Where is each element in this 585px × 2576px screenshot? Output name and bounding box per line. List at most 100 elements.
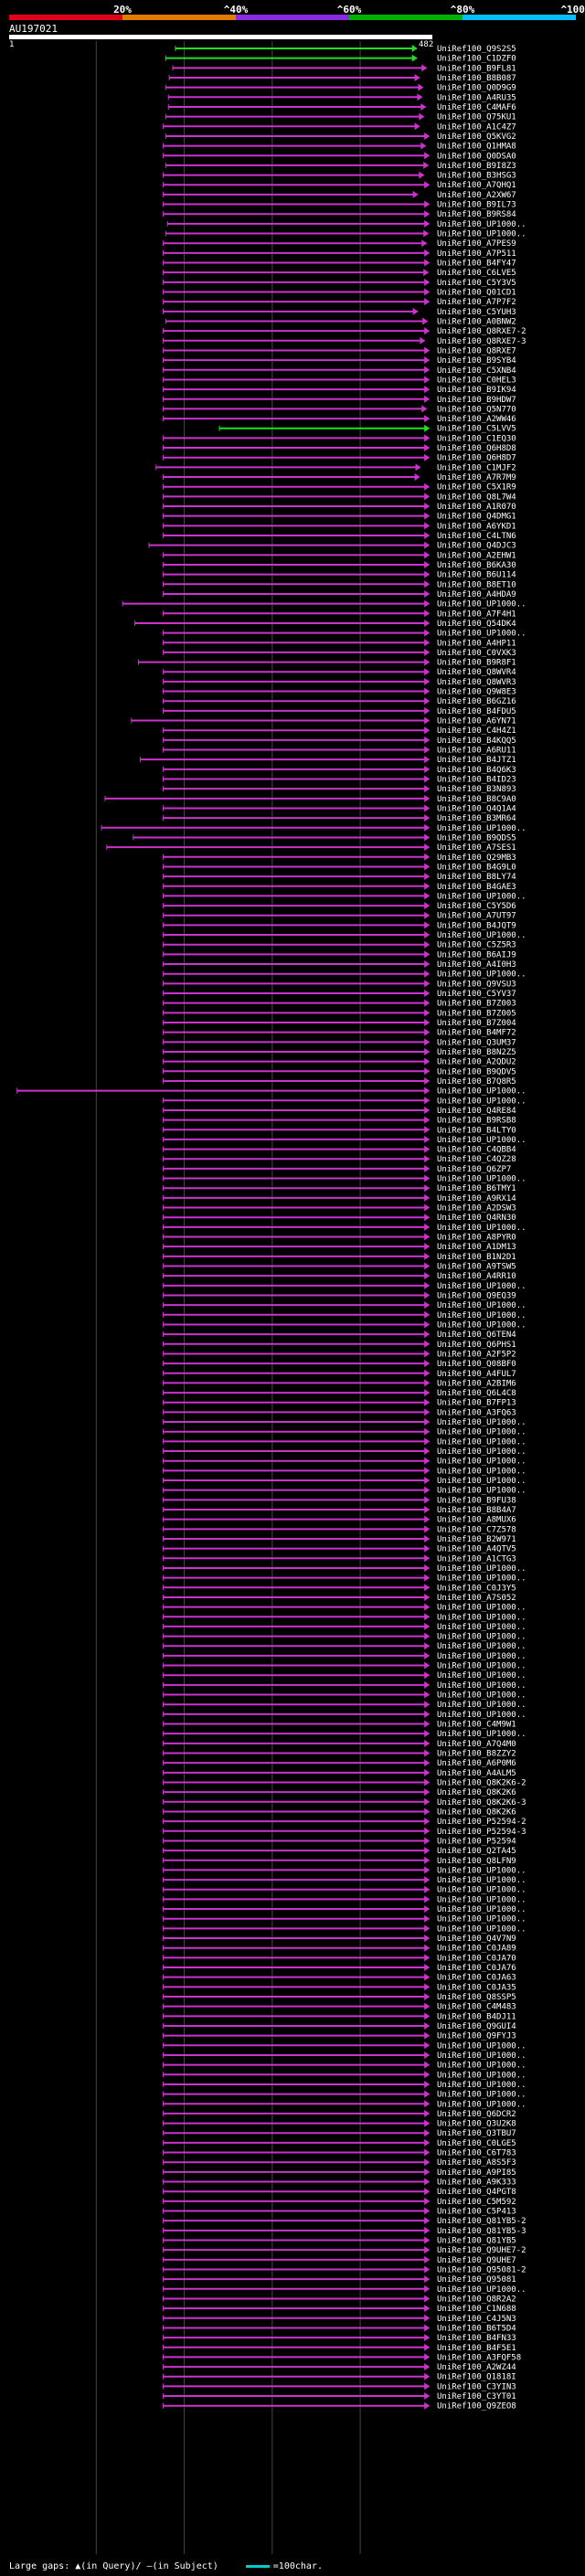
hit-row[interactable]: UniRef100_Q4PGT8 [162,2188,516,2197]
hit-row[interactable]: UniRef100_Q4DJC3 [148,541,516,551]
hit-label[interactable]: UniRef100_Q5N770 [437,405,516,414]
hit-label[interactable]: UniRef100_C4LTN6 [437,532,516,541]
hit-row[interactable]: UniRef100_B4F5E1 [162,2343,516,2353]
hit-row[interactable]: UniRef100_Q4DMG1 [162,512,516,522]
hit-label[interactable]: UniRef100_UP1000.. [437,230,526,239]
hit-label[interactable]: UniRef100_C5YUH3 [437,308,516,317]
hit-label[interactable]: UniRef100_A8MUX6 [437,1516,516,1525]
hit-row[interactable]: UniRef100_UP1000.. [162,2051,526,2061]
hit-row[interactable]: UniRef100_B3MR64 [162,814,516,823]
hit-row[interactable]: UniRef100_C1DZF0 [165,54,516,64]
hit-label[interactable]: UniRef100_UP1000.. [437,220,526,229]
hit-row[interactable]: UniRef100_C5YUH3 [162,307,516,317]
hit-label[interactable]: UniRef100_Q9W8E3 [437,688,516,697]
hit-label[interactable]: UniRef100_Q4RN30 [437,1214,516,1223]
hit-row[interactable]: UniRef100_A2XW67 [162,190,516,200]
hit-label[interactable]: UniRef100_UP1000.. [437,2100,526,2109]
hit-row[interactable]: UniRef100_B8LY74 [162,873,516,882]
hit-row[interactable]: UniRef100_B6T5D4 [162,2324,516,2333]
hit-row[interactable]: UniRef100_C6T783 [162,2148,516,2158]
hit-label[interactable]: UniRef100_C4M483 [437,2003,516,2012]
hit-row[interactable]: UniRef100_B7Z003 [162,999,516,1009]
hit-row[interactable]: UniRef100_B3N893 [162,785,516,794]
hit-row[interactable]: UniRef100_Q3TBU7 [162,2129,516,2138]
hit-label[interactable]: UniRef100_Q3UM37 [437,1038,516,1047]
hit-label[interactable]: UniRef100_UP1000.. [437,1487,526,1496]
hit-row[interactable]: UniRef100_B4LTY0 [162,1126,516,1135]
hit-row[interactable]: UniRef100_Q6H8D8 [162,444,516,453]
hit-row[interactable]: UniRef100_Q8R2A2 [162,2295,516,2304]
hit-row[interactable]: UniRef100_A7UT97 [162,911,516,921]
hit-row[interactable]: UniRef100_A7PES9 [162,239,516,249]
hit-label[interactable]: UniRef100_UP1000.. [437,1876,526,1885]
hit-row[interactable]: UniRef100_C0HEL3 [162,376,516,385]
hit-label[interactable]: UniRef100_C1DZF0 [437,55,516,64]
hit-row[interactable]: UniRef100_B8B087 [168,73,516,83]
hit-row[interactable]: UniRef100_UP1000.. [162,1097,526,1106]
hit-row[interactable]: UniRef100_B9IK94 [162,386,516,395]
hit-row[interactable]: UniRef100_A4QTV5 [162,1544,516,1554]
hit-row[interactable]: UniRef100_B9SYB4 [162,356,516,366]
hit-label[interactable]: UniRef100_Q95081 [437,2275,516,2284]
hit-label[interactable]: UniRef100_B8N2Z5 [437,1048,516,1057]
hit-row[interactable]: UniRef100_UP1000.. [162,892,526,901]
hit-row[interactable]: UniRef100_Q95081-2 [162,2265,526,2274]
hit-label[interactable]: UniRef100_C0JA35 [437,1983,516,1992]
hit-label[interactable]: UniRef100_Q4V7N9 [437,1935,516,1944]
hit-label[interactable]: UniRef100_B4F5E1 [437,2344,516,2353]
hit-label[interactable]: UniRef100_B8C9A0 [437,795,516,804]
hit-row[interactable]: UniRef100_C3YT01 [162,2392,516,2401]
hit-row[interactable]: UniRef100_A8PYR0 [162,1233,516,1243]
hit-label[interactable]: UniRef100_Q4PGT8 [437,2188,516,2197]
hit-label[interactable]: UniRef100_Q9VSU3 [437,980,516,989]
hit-row[interactable]: UniRef100_A3FQF58 [162,2353,521,2362]
hit-row[interactable]: UniRef100_B9HDW7 [162,395,516,405]
hit-label[interactable]: UniRef100_UP1000.. [437,1136,526,1145]
hit-label[interactable]: UniRef100_Q4RE84 [437,1107,516,1116]
hit-label[interactable]: UniRef100_Q1818I [437,2373,516,2382]
hit-label[interactable]: UniRef100_B9SYB4 [437,356,516,366]
hit-row[interactable]: UniRef100_B4FN33 [162,2334,516,2343]
hit-row[interactable]: UniRef100_UP1000.. [162,2080,526,2090]
hit-row[interactable]: UniRef100_UP1000.. [16,1087,526,1097]
hit-label[interactable]: UniRef100_Q6ZP7 [437,1165,511,1174]
hit-label[interactable]: UniRef100_UP1000.. [437,2081,526,2090]
hit-row[interactable]: UniRef100_UP1000.. [165,229,526,239]
hit-label[interactable]: UniRef100_C4MAF6 [437,103,516,112]
hit-label[interactable]: UniRef100_B6KA30 [437,561,516,570]
hit-row[interactable]: UniRef100_C5Y3V5 [162,278,516,288]
hit-row[interactable]: UniRef100_B1N2D1 [162,1252,516,1262]
hit-label[interactable]: UniRef100_A4RU35 [437,93,516,102]
hit-label[interactable]: UniRef100_A7PES9 [437,239,516,249]
hit-row[interactable]: UniRef100_Q6DCR2 [162,2109,516,2119]
hit-label[interactable]: UniRef100_A9TSW5 [437,1263,516,1272]
hit-row[interactable]: UniRef100_UP1000.. [162,1671,526,1680]
hit-label[interactable]: UniRef100_UP1000.. [437,1924,526,1934]
hit-label[interactable]: UniRef100_UP1000.. [437,1467,526,1476]
hit-label[interactable]: UniRef100_Q81YB5-2 [437,2217,526,2226]
hit-row[interactable]: UniRef100_B6TMY1 [162,1184,516,1193]
hit-label[interactable]: UniRef100_C4M9W1 [437,1721,516,1730]
hit-label[interactable]: UniRef100_Q5KVG2 [437,133,516,142]
hit-label[interactable]: UniRef100_Q8WVR3 [437,678,516,687]
hit-label[interactable]: UniRef100_UP1000.. [437,630,526,639]
hit-label[interactable]: UniRef100_A6YN71 [437,717,516,726]
hit-label[interactable]: UniRef100_UP1000.. [437,1730,526,1739]
hit-label[interactable]: UniRef100_C3YIN3 [437,2382,516,2391]
hit-row[interactable]: UniRef100_UP1000.. [162,1866,526,1875]
hit-label[interactable]: UniRef100_UP1000.. [437,1662,526,1671]
hit-row[interactable]: UniRef100_C5P413 [162,2207,516,2217]
hit-row[interactable]: UniRef100_Q6H8D7 [162,453,516,463]
hit-label[interactable]: UniRef100_UP1000.. [437,1447,526,1457]
hit-label[interactable]: UniRef100_Q8K2K6 [437,1807,516,1817]
hit-label[interactable]: UniRef100_Q01CD1 [437,289,516,298]
hit-row[interactable]: UniRef100_B4MF72 [162,1028,516,1038]
hit-row[interactable]: UniRef100_P52594-2 [162,1818,526,1827]
hit-row[interactable]: UniRef100_Q08BF0 [162,1360,516,1369]
hit-row[interactable]: UniRef100_C4M9W1 [162,1720,516,1730]
hit-row[interactable]: UniRef100_B9FL81 [172,64,516,73]
hit-row[interactable]: UniRef100_UP1000.. [162,1418,526,1427]
hit-row[interactable]: UniRef100_Q95081 [162,2275,516,2284]
hit-row[interactable]: UniRef100_Q9S2S5 [175,45,516,54]
hit-row[interactable]: UniRef100_A2QDU2 [162,1057,516,1067]
